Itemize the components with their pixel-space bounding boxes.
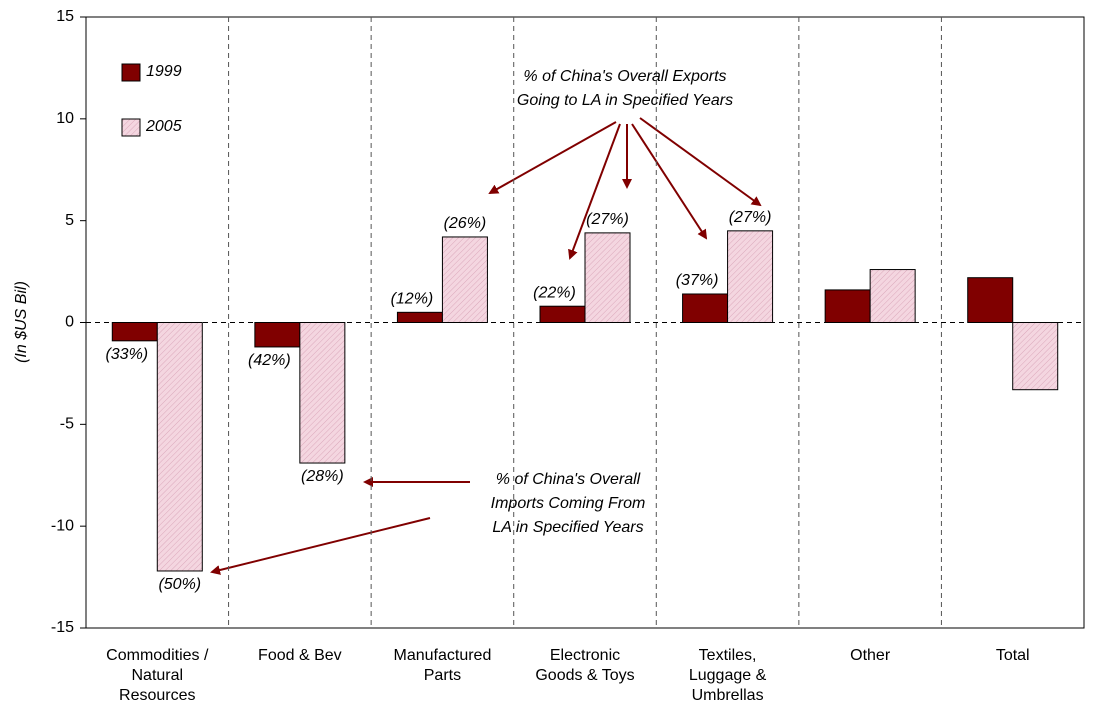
y-tick-label: -15 [51,619,74,636]
bar [156,322,203,572]
x-tick-label: Goods & Toys [535,667,634,684]
annotation: % of China's Overall Exports [523,68,726,85]
bar [111,322,158,342]
data-label: (33%) [105,346,148,363]
legend-label: 1999 [146,63,182,80]
bar [1012,322,1059,391]
bar [441,236,488,324]
data-label: (26%) [444,215,487,232]
y-tick-label: -10 [51,517,74,534]
x-tick-label: Other [850,647,891,664]
data-label: (12%) [391,291,434,308]
x-tick-label: Manufactured [394,647,492,664]
annotation: Going to LA in Specified Years [517,92,733,109]
data-label: (27%) [586,211,629,228]
data-label: (42%) [248,352,291,369]
y-tick-label: 5 [65,212,74,229]
x-tick-label: Resources [119,687,195,704]
bar [869,269,916,323]
x-tick-label: Natural [131,667,183,684]
x-tick-label: Commodities / [106,647,209,664]
bar [682,293,729,323]
bar [396,311,443,324]
x-tick-label: Luggage & [689,667,767,684]
data-label: (50%) [158,576,201,593]
arrows [210,117,762,575]
legend-swatch [121,118,141,137]
x-tick-label: Parts [424,667,461,684]
annotation: Imports Coming From [491,495,646,512]
x-tick-label: Umbrellas [692,687,764,704]
bar [539,305,586,323]
bar [967,277,1014,323]
x-tick-label: Total [996,647,1030,664]
x-tick-label: Food & Bev [258,647,342,664]
data-label: (28%) [301,468,344,485]
bar [254,322,301,348]
data-label: (27%) [729,209,772,226]
x-tick-label: Textiles, [699,647,757,664]
bar [584,232,631,324]
annotation: % of China's Overall [496,471,641,488]
y-tick-label: -5 [60,416,74,433]
y-tick-label: 10 [56,110,74,127]
y-tick-label: 0 [65,314,74,331]
bar [299,322,346,464]
bar [824,289,871,323]
bar [727,230,774,324]
x-tick-label: Electronic [550,647,620,664]
data-label: (22%) [533,284,576,301]
legend-swatch [121,63,141,82]
data-label: (37%) [676,272,719,289]
annotation: LA in Specified Years [492,519,643,536]
y-axis-label: (In $US Bil) [13,281,30,363]
legend-label: 2005 [145,118,182,135]
y-tick-label: 15 [56,8,74,25]
